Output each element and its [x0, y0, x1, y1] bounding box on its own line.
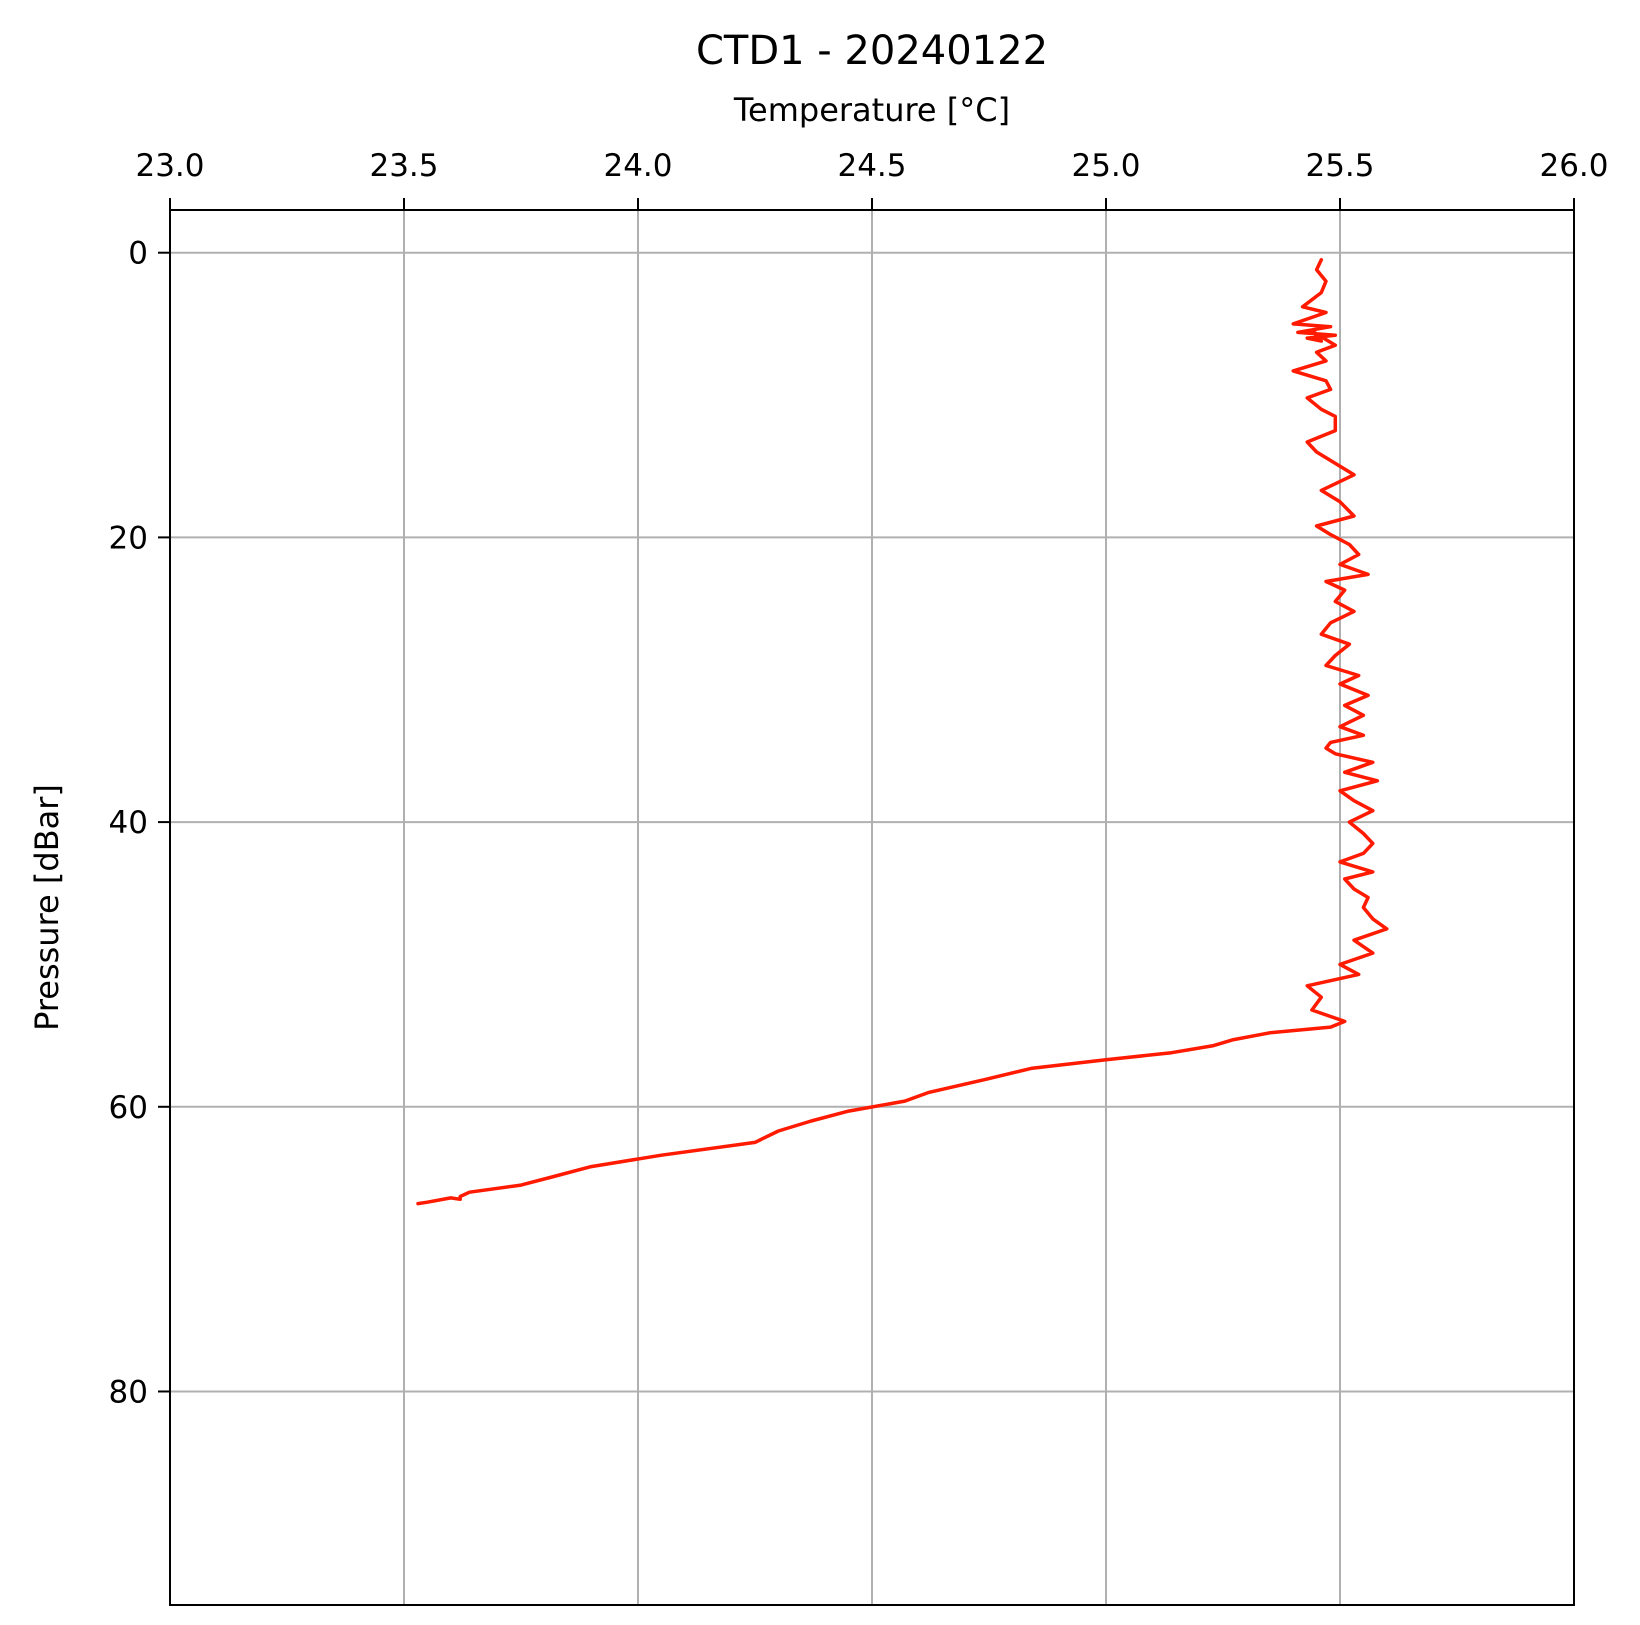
y-tick-label-4: 80: [109, 1374, 148, 1410]
x-tick-label-5: 25.5: [1305, 148, 1374, 184]
x-axis-label: Temperature [°C]: [733, 91, 1010, 129]
x-tick-label-0: 23.0: [135, 148, 204, 184]
x-tick-label-6: 26.0: [1539, 148, 1608, 184]
x-tick-label-4: 25.0: [1071, 148, 1140, 184]
chart-title: CTD1 - 20240122: [696, 28, 1048, 74]
x-tick-label-1: 23.5: [369, 148, 438, 184]
x-tick-label-2: 24.0: [603, 148, 672, 184]
y-tick-label-0: 0: [128, 236, 148, 272]
temperature-profile-line-0: [416, 258, 1389, 1206]
x-tick-label-3: 24.5: [837, 148, 906, 184]
tick-labels: 23.0 23.5 24.0 24.5 25.0 25.5 26.0 0 20 40 60 80: [109, 148, 1609, 1410]
y-tick-label-2: 40: [109, 805, 148, 841]
y-tick-label-1: 20: [109, 520, 148, 556]
y-tick-label-3: 60: [109, 1090, 148, 1126]
series-layer: [416, 258, 1389, 1206]
tick-marks: [158, 198, 1575, 1393]
grid-lines: [169, 210, 1575, 1605]
y-axis-label: Pressure [dBar]: [28, 784, 66, 1031]
